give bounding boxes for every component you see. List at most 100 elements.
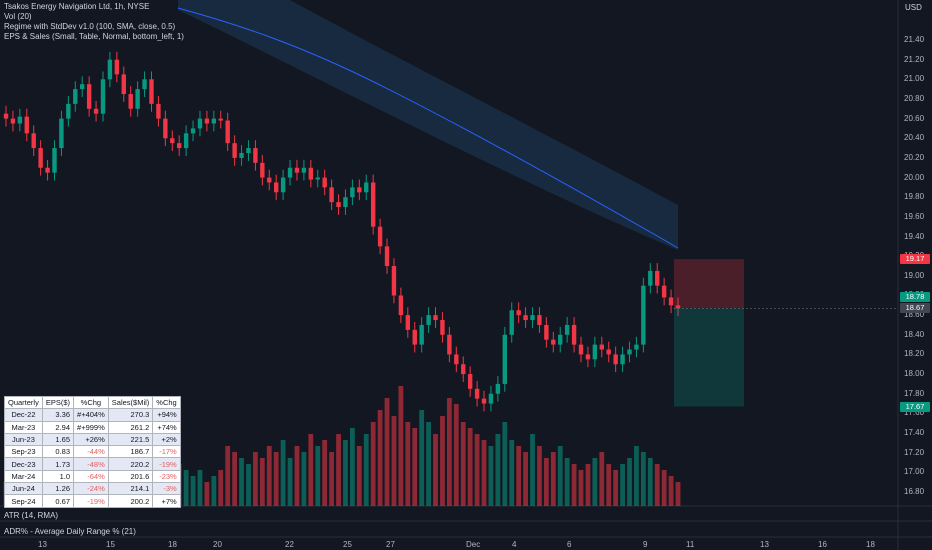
volume-bar <box>661 470 667 506</box>
price-tick-label: 21.00 <box>904 74 925 84</box>
candle-body <box>454 354 459 365</box>
candle-body <box>571 324 577 345</box>
eps-table-row: Dec-23 1.73 -48% 220.2 -19% <box>4 457 181 471</box>
volume-bar <box>543 458 549 506</box>
candle-body <box>661 285 667 298</box>
volume-bar <box>599 452 605 506</box>
candle-body <box>447 334 452 355</box>
volume-bar <box>349 428 355 506</box>
volume-indicator[interactable]: Vol (20) <box>4 12 32 21</box>
volume-bar <box>537 446 542 506</box>
time-tick-label: 25 <box>343 540 352 549</box>
candle-body <box>357 187 362 193</box>
eps-table-row: Sep-23 0.83 -44% 186.7 -17% <box>4 445 181 459</box>
price-tick-label: 16.80 <box>904 487 925 496</box>
eps-table-row: Jun-24 1.26 -24% 214.1 -3% <box>4 482 181 496</box>
chart-legend: Tsakos Energy Navigation Ltd, 1h, NYSE V… <box>4 2 184 42</box>
volume-bar <box>273 452 279 506</box>
candle-body <box>280 177 286 193</box>
eps-header-cell: %Chg <box>152 395 181 410</box>
volume-bar <box>218 470 224 506</box>
price-tick-label: 19.00 <box>904 270 925 280</box>
volume-bar <box>239 458 244 506</box>
volume-bar <box>419 410 425 506</box>
eps-indicator[interactable]: EPS & Sales (Small, Table, Normal, botto… <box>4 32 184 41</box>
time-tick-label: 13 <box>38 540 47 549</box>
candle-body <box>59 118 64 149</box>
eps-cell: 200.2 <box>107 494 154 508</box>
eps-cell: 0.67 <box>41 494 75 508</box>
currency-label[interactable]: USD <box>905 3 922 12</box>
volume-bar <box>356 446 362 506</box>
candle-body <box>246 148 251 153</box>
adr-pane-label[interactable]: ADR% - Average Daily Range % (21) <box>4 527 136 536</box>
candle-body <box>620 354 625 365</box>
candle-body <box>225 120 230 144</box>
candle-body <box>627 349 632 355</box>
eps-cell: 261.2 <box>107 420 154 434</box>
volume-bar <box>606 464 612 506</box>
volume-bar <box>523 452 528 506</box>
time-tick-label: 18 <box>168 540 177 549</box>
candle-body <box>73 89 78 104</box>
volume-bar <box>183 470 189 506</box>
eps-cell: Dec-22 <box>4 408 43 422</box>
volume-bar <box>336 434 341 506</box>
eps-cell: -19% <box>73 494 109 508</box>
time-tick-label: Dec <box>466 540 481 549</box>
eps-cell: -44% <box>73 445 109 459</box>
price-tick-label: 19.40 <box>904 231 925 241</box>
price-tick-label: 20.00 <box>904 172 925 182</box>
symbol-title[interactable]: Tsakos Energy Navigation Ltd, 1h, NYSE <box>4 2 150 11</box>
candle-body <box>232 143 237 158</box>
price-tag: 19.17 <box>900 254 930 265</box>
candle-body <box>530 315 535 321</box>
candle-body <box>93 108 99 114</box>
eps-cell: +7% <box>152 494 181 508</box>
candle-body <box>315 177 320 180</box>
candle-body <box>405 315 411 330</box>
candle-body <box>544 324 549 340</box>
price-tick-label: 17.80 <box>904 388 925 398</box>
eps-cell: 201.6 <box>107 469 154 484</box>
volume-bar <box>370 422 376 506</box>
candle-body <box>38 148 43 168</box>
candle-body <box>558 334 563 345</box>
volume-bar <box>377 410 383 506</box>
price-tick-label: 19.80 <box>904 192 925 202</box>
volume-bar <box>405 422 411 506</box>
price-tick-label: 17.20 <box>904 447 925 457</box>
volume-bar <box>266 446 272 506</box>
volume-bar <box>592 458 598 506</box>
eps-cell: Dec-23 <box>4 457 43 471</box>
eps-cell: 214.1 <box>107 482 154 496</box>
volume-bar <box>259 458 265 506</box>
price-tag: 17.67 <box>900 401 930 412</box>
volume-bar <box>453 404 459 506</box>
candle-body <box>648 270 653 286</box>
candle-body <box>426 315 431 325</box>
eps-cell: 186.7 <box>107 445 154 459</box>
atr-pane-label[interactable]: ATR (14, RMA) <box>4 511 59 520</box>
candle-body <box>66 103 71 119</box>
volume-bar <box>550 452 556 506</box>
candle-body <box>509 310 514 335</box>
volume-bar <box>391 416 397 506</box>
eps-cell: 0.83 <box>41 445 75 459</box>
eps-table-row: Mar-24 1.0 -64% 201.6 -23% <box>4 469 181 484</box>
candle-body <box>350 187 355 198</box>
candle-body <box>412 329 417 345</box>
volume-bar <box>620 464 625 506</box>
volume-bar <box>502 422 508 506</box>
eps-cell: 270.3 <box>107 408 154 422</box>
time-tick-label: 22 <box>285 540 294 549</box>
candle-body <box>211 118 217 124</box>
volume-bar <box>578 470 584 506</box>
eps-header-cell: Sales($Mil) <box>107 395 154 410</box>
price-tick-label: 18.00 <box>904 369 925 379</box>
regime-indicator[interactable]: Regime with StdDev v1.0 (100, SMA, close… <box>4 22 176 31</box>
volume-bar <box>495 434 501 506</box>
candle-body <box>156 103 161 119</box>
eps-cell: 1.65 <box>41 432 75 447</box>
eps-table-row: Mar-23 2.94 #+999% 261.2 +74% <box>4 420 181 434</box>
